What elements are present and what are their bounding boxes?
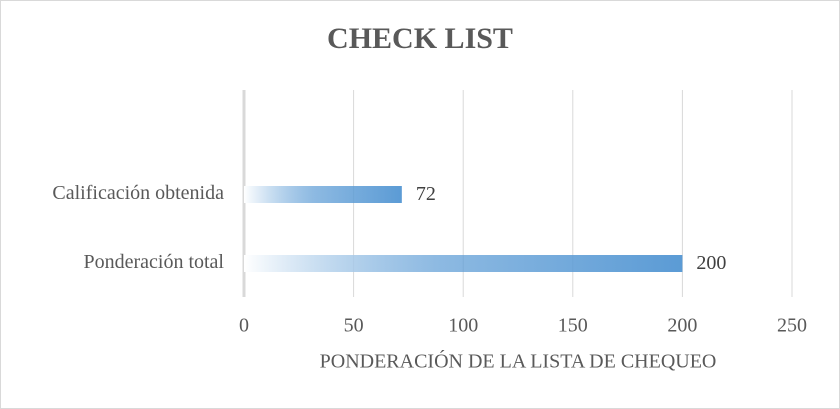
y-tick-label: Ponderación total [83,251,224,273]
x-tick-label: 50 [344,315,364,337]
bar [244,255,683,272]
x-tick-label: 200 [667,315,697,337]
x-tick-label: 150 [558,315,588,337]
y-tick-label: Calificación obtenida [52,182,224,204]
chart-title: CHECK LIST [327,22,513,55]
data-label: 200 [696,252,726,274]
x-tick-label: 250 [777,315,807,337]
x-tick-label: 100 [448,315,478,337]
x-axis-title: PONDERACIÓN DE LA LISTA DE CHEQUEO [320,349,717,373]
bar [244,186,402,203]
data-label: 72 [416,183,436,205]
x-tick-label: 0 [239,315,249,337]
